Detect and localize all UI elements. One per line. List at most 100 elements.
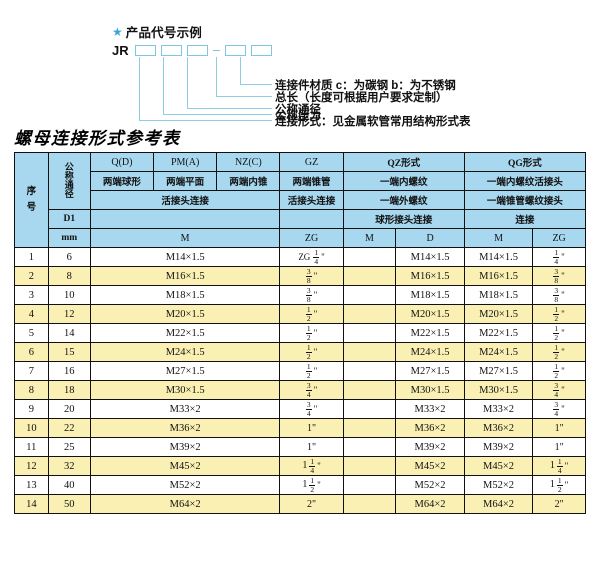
cell-qz-m: [342, 399, 397, 419]
header-desc-qg: 一端内螺纹活接头: [463, 171, 587, 191]
cell-qz-d: M22×1.5: [395, 323, 465, 343]
cell-qz-m: [342, 342, 397, 362]
cell-bore: 18: [47, 380, 91, 400]
cell-thread-m: M30×1.5: [89, 380, 281, 400]
header-row-units: mm M ZG M D M ZG: [15, 228, 586, 248]
cell-qg-m: M18×1.5: [463, 285, 534, 305]
cell-bore: 25: [47, 437, 91, 457]
cell-qz-m: [342, 437, 397, 457]
cell-qz-d: M33×2: [395, 399, 465, 419]
cell-qg-m: M33×2: [463, 399, 534, 419]
header-desc-nzc: 两端内锥: [216, 171, 281, 191]
cell-bore: 22: [47, 418, 91, 438]
cell-gz: ZG 1 4 ": [279, 247, 344, 267]
cell-qg-m: M20×1.5: [463, 304, 534, 324]
header-row-conn-a: 活接头连接 活接头连接 一端外螺纹 一端锥管螺纹接头: [15, 190, 587, 210]
cell-qz-m: [342, 266, 397, 286]
cell-seq: 12: [14, 456, 49, 476]
cell-thread-m: M24×1.5: [89, 342, 281, 362]
table-row: 12 32 M45×2 1 1 4 " M45×2 M45×2 1 1 4 ": [14, 456, 586, 476]
header-unit-qz-d: D: [395, 228, 465, 248]
table-title: 螺母连接形式参考表: [14, 129, 181, 148]
cell-gz: 1 2 ": [279, 323, 344, 343]
cell-seq: 4: [14, 304, 49, 324]
cell-qz-d: M64×2: [395, 494, 465, 514]
header-conn-b-1: [89, 209, 281, 229]
cell-qz-m: [342, 494, 397, 514]
cell-qg-m: M14×1.5: [463, 247, 534, 267]
code-box-3: [186, 45, 208, 56]
cell-qz-m: [342, 456, 397, 476]
cell-thread-m: M45×2: [89, 456, 281, 476]
cell-qg-m: M30×1.5: [463, 380, 534, 400]
header-bore: 公称通径: [47, 152, 91, 210]
table-row: 11 25 M39×2 1" M39×2 M39×2 1": [14, 437, 586, 457]
table-row: 2 8 M16×1.5 3 8 " M16×1.5 M16×1.5 3 8 ": [14, 266, 586, 286]
cell-seq: 10: [14, 418, 49, 438]
cell-qz-m: [342, 361, 397, 381]
header-conn-b-3: 球形接头连接: [342, 209, 465, 229]
cell-qg-zg: 1": [532, 418, 586, 438]
table-row: 6 15 M24×1.5 1 2 " M24×1.5 M24×1.5 1 2 ": [14, 342, 586, 362]
header-unit-qg-m: M: [463, 228, 534, 248]
header-group-nzc: NZ(C): [216, 152, 281, 172]
cell-bore: 6: [47, 247, 91, 267]
cell-qg-zg: 1 1 2 ": [532, 475, 586, 495]
cell-qz-m: [342, 247, 397, 267]
cell-seq: 9: [14, 399, 49, 419]
header-group-qg: QG形式: [463, 152, 587, 172]
header-conn-a-1: 活接头连接: [89, 190, 281, 210]
cell-qg-m: M22×1.5: [463, 323, 534, 343]
cell-qz-d: M18×1.5: [395, 285, 465, 305]
cell-qg-m: M39×2: [463, 437, 534, 457]
cell-seq: 1: [14, 247, 49, 267]
header-group-qd: Q(D): [89, 152, 155, 172]
code-label-conn-type: 连接形式：见金属软管常用结构形式表: [275, 116, 471, 128]
cell-bore: 32: [47, 456, 91, 476]
cell-qz-d: M14×1.5: [395, 247, 465, 267]
cell-thread-m: M39×2: [89, 437, 281, 457]
product-code-title: 产品代号示例: [125, 26, 202, 40]
cell-qg-zg: 3 8 ": [532, 266, 586, 286]
cell-qg-zg: 3 8 ": [532, 285, 586, 305]
cell-qz-d: M30×1.5: [395, 380, 465, 400]
cell-seq: 14: [14, 494, 49, 514]
leader-line-h-3: [187, 108, 272, 109]
header-group-pma: PM(A): [153, 152, 218, 172]
cell-qg-zg: 1 1 4 ": [532, 456, 586, 476]
header-desc-gz: 两端锥管: [279, 171, 344, 191]
header-conn-a-3: 一端外螺纹: [342, 190, 465, 210]
table-row: 13 40 M52×2 1 1 2 " M52×2 M52×2 1 1 2 ": [14, 475, 586, 495]
cell-gz: 1": [279, 437, 344, 457]
cell-qg-zg: 1 4 ": [532, 247, 586, 267]
cell-qz-m: [342, 285, 397, 305]
cell-bore: 16: [47, 361, 91, 381]
header-conn-b-2: [279, 209, 344, 229]
cell-seq: 2: [14, 266, 49, 286]
leader-line-v-3: [187, 57, 188, 108]
header-unit-m-left: M: [89, 228, 281, 248]
leader-line-v-4: [216, 57, 217, 96]
product-code-boxes-row: JR: [112, 43, 277, 58]
cell-qz-m: [342, 418, 397, 438]
cell-seq: 11: [14, 437, 49, 457]
leader-line-v-1: [139, 57, 140, 120]
cell-qg-zg: 1 2 ": [532, 323, 586, 343]
header-seq-char1: 序: [26, 186, 37, 197]
header-group-qz: QZ形式: [342, 152, 465, 172]
cell-qz-m: [342, 304, 397, 324]
header-conn-b-4: 连接: [463, 209, 587, 229]
cell-qg-m: M52×2: [463, 475, 534, 495]
cell-qz-d: M36×2: [395, 418, 465, 438]
header-seq: 序 号: [14, 152, 49, 248]
cell-qz-d: M20×1.5: [395, 304, 465, 324]
cell-qz-d: M45×2: [395, 456, 465, 476]
header-seq-char2: 号: [26, 203, 37, 213]
cell-qg-zg: 3 4 ": [532, 399, 586, 419]
cell-qz-d: M52×2: [395, 475, 465, 495]
table-row: 9 20 M33×2 3 4 " M33×2 M33×2 3 4 ": [14, 399, 586, 419]
cell-qg-zg: 1 2 ": [532, 361, 586, 381]
cell-bore: 10: [47, 285, 91, 305]
leader-line-h-5: [240, 84, 272, 85]
code-label-pressure: 公称压力: [275, 110, 321, 122]
